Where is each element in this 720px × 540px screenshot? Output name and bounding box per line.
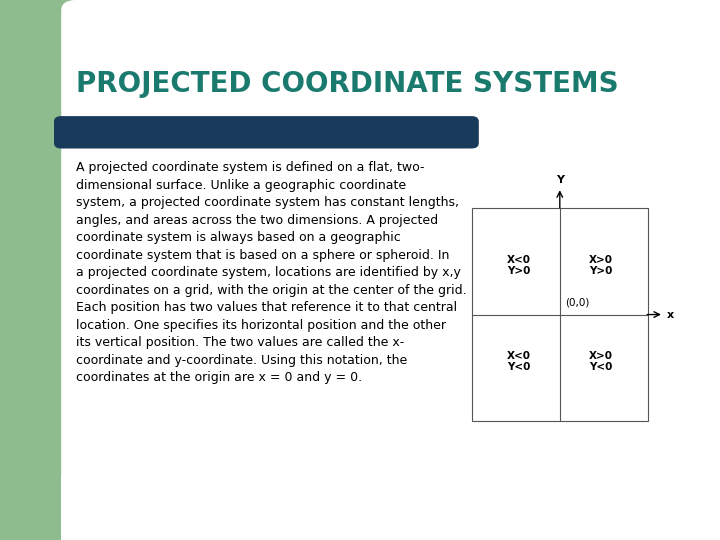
FancyBboxPatch shape	[61, 0, 720, 540]
Text: X>0
Y>0: X>0 Y>0	[588, 255, 613, 276]
Bar	[61, 475, 720, 540]
FancyBboxPatch shape	[54, 116, 479, 148]
Text: A projected coordinate system is defined on a flat, two-
dimensional surface. Un: A projected coordinate system is defined…	[76, 161, 467, 384]
Text: x: x	[667, 309, 674, 320]
Text: PROJECTED COORDINATE SYSTEMS: PROJECTED COORDINATE SYSTEMS	[76, 70, 618, 98]
Text: Y: Y	[556, 175, 564, 185]
Text: X<0
Y<0: X<0 Y<0	[507, 350, 531, 372]
Text: (0,0): (0,0)	[565, 298, 590, 308]
Bar	[472, 208, 648, 421]
Text: X<0
Y>0: X<0 Y>0	[507, 255, 531, 276]
Text: X>0
Y<0: X>0 Y<0	[588, 350, 613, 372]
Bar	[662, 0, 720, 540]
